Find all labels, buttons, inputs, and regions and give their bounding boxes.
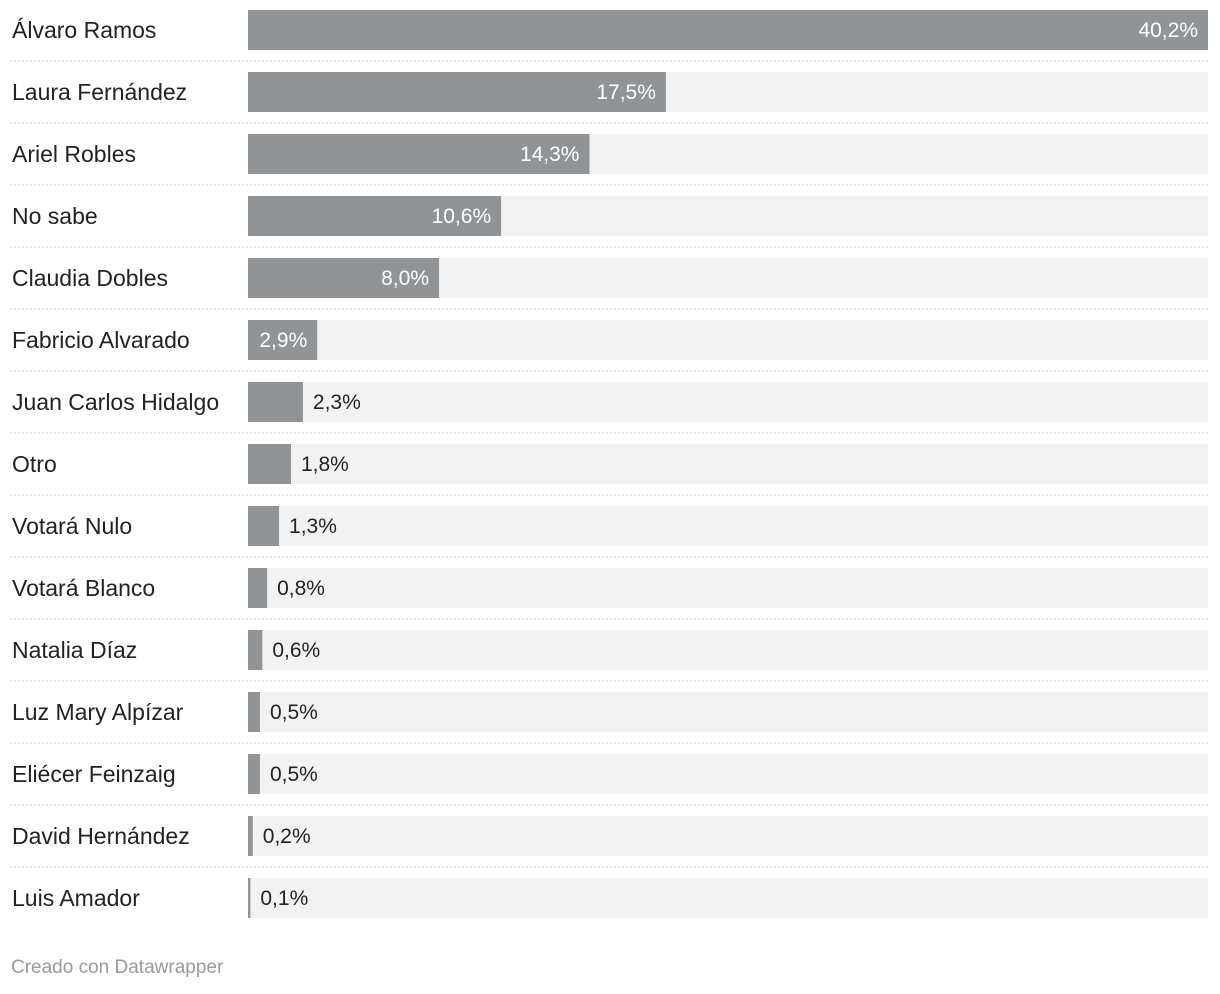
value-label: 0,2% [263, 825, 311, 848]
value-label: 40,2% [1138, 19, 1198, 42]
bar-row: Votará Nulo 1,3% [10, 506, 1208, 558]
bar-chart: Álvaro Ramos 40,2% Laura Fernández 17,5% Ari… [10, 10, 1208, 918]
category-label: Luz Mary Alpízar [12, 699, 184, 725]
category-label: Votará Nulo [12, 513, 132, 539]
value-label: 0,5% [270, 701, 318, 724]
bar-track [248, 382, 1208, 422]
bar [248, 568, 268, 608]
bar-track [248, 878, 1208, 918]
bar [248, 816, 253, 856]
bar [248, 754, 260, 794]
bar-row: Álvaro Ramos 40,2% [10, 10, 1208, 62]
category-label: Luis Amador [12, 885, 140, 911]
bar [248, 196, 502, 236]
bar-row: Otro 1,8% [10, 444, 1208, 496]
bar-row: Ariel Robles 14,3% [10, 134, 1208, 186]
value-label: 1,3% [289, 515, 337, 538]
value-label: 0,8% [277, 577, 325, 600]
bar-track [248, 444, 1208, 484]
bar-row: No sabe 10,6% [10, 196, 1208, 248]
category-label: Eliécer Feinzaig [12, 761, 176, 787]
bar [248, 258, 440, 298]
value-label: 2,9% [259, 329, 307, 352]
value-label: 0,1% [260, 887, 308, 910]
bar-track [248, 630, 1208, 670]
bar [248, 10, 1208, 50]
bar-row: Juan Carlos Hidalgo 2,3% [10, 382, 1208, 434]
bar [248, 382, 303, 422]
value-label: 1,8% [301, 453, 349, 476]
bar [248, 320, 318, 360]
value-label: 17,5% [596, 81, 656, 104]
bar-row: Fabricio Alvarado 2,9% [10, 320, 1208, 372]
bar-track [248, 754, 1208, 794]
bar [248, 72, 666, 112]
category-label: Otro [12, 451, 57, 477]
category-label: Juan Carlos Hidalgo [12, 389, 219, 415]
bar-row: David Hernández 0,2% [10, 816, 1208, 868]
value-label: 10,6% [432, 205, 492, 228]
bar-track [248, 320, 1208, 360]
category-label: Álvaro Ramos [12, 17, 156, 43]
value-label: 0,5% [270, 763, 318, 786]
bar-track [248, 816, 1208, 856]
bar-track [248, 568, 1208, 608]
bar-row: Laura Fernández 17,5% [10, 72, 1208, 124]
value-label: 14,3% [520, 143, 580, 166]
bar-row: Eliécer Feinzaig 0,5% [10, 754, 1208, 806]
category-label: Natalia Díaz [12, 637, 137, 663]
bar-row: Luz Mary Alpízar 0,5% [10, 692, 1208, 744]
bar-row: Luis Amador 0,1% [12, 878, 1208, 918]
category-label: Votará Blanco [12, 575, 155, 601]
category-label: David Hernández [12, 823, 190, 849]
bar [248, 630, 263, 670]
bar-track [248, 692, 1208, 732]
bar [248, 134, 590, 174]
bar [248, 878, 251, 918]
bar [248, 506, 280, 546]
chart-credit: Creado con Datawrapper [11, 957, 224, 978]
value-label: 0,6% [272, 639, 320, 662]
bar-row: Claudia Dobles 8,0% [10, 258, 1208, 310]
value-label: 8,0% [381, 267, 429, 290]
category-label: Ariel Robles [12, 141, 136, 167]
category-label: No sabe [12, 203, 98, 229]
bar [248, 692, 260, 732]
bar-track [248, 506, 1208, 546]
value-label: 2,3% [313, 391, 361, 414]
bar-row: Votará Blanco 0,8% [10, 568, 1208, 620]
category-label: Claudia Dobles [12, 265, 168, 291]
category-label: Laura Fernández [12, 79, 187, 105]
bar [248, 444, 291, 484]
category-label: Fabricio Alvarado [12, 327, 190, 353]
bar-row: Natalia Díaz 0,6% [10, 630, 1208, 682]
